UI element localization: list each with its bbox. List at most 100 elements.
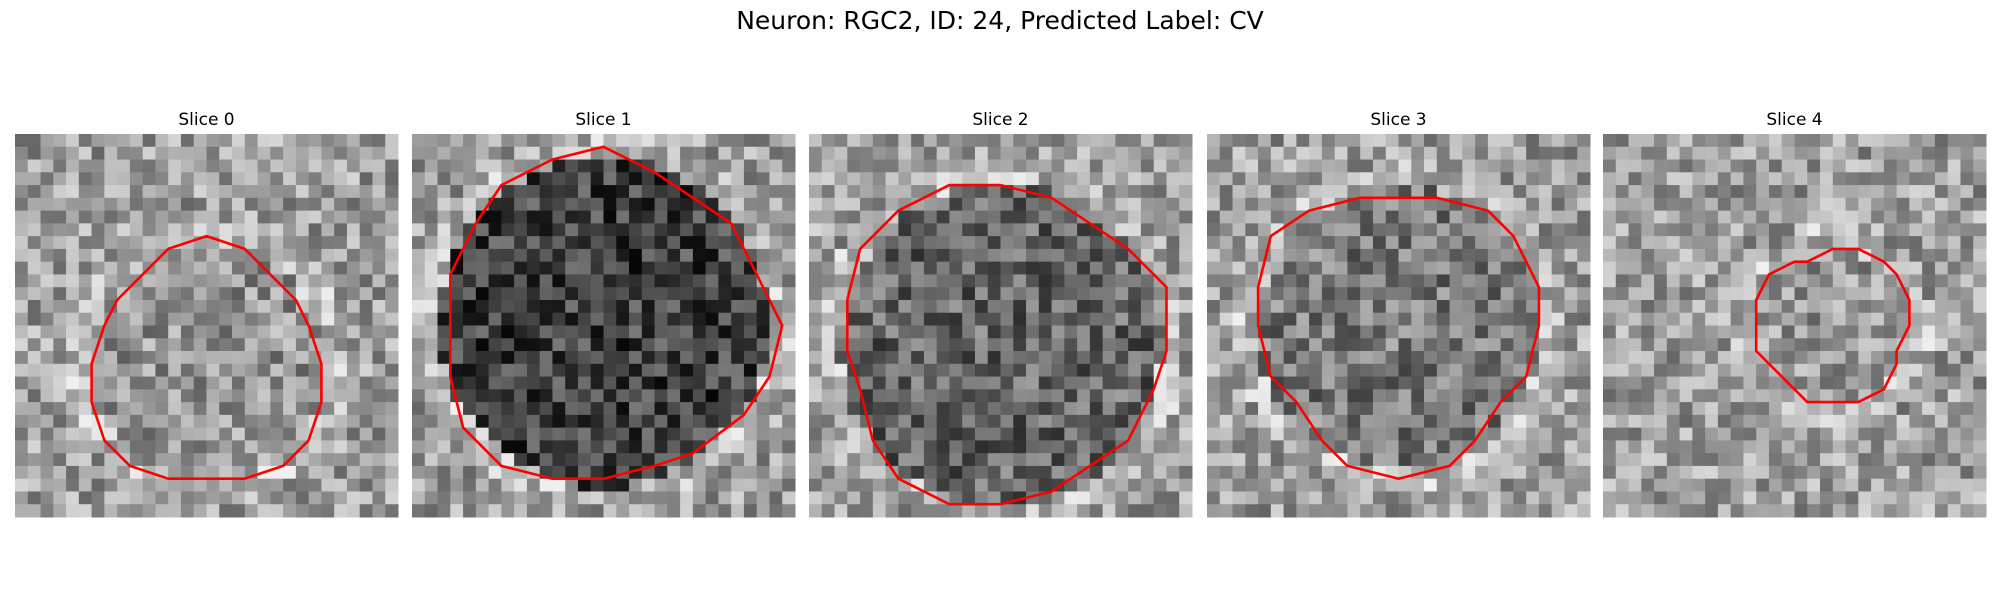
- pixel: [1436, 363, 1451, 378]
- pixel: [295, 197, 310, 212]
- pixel: [1641, 146, 1655, 161]
- pixel: [412, 351, 426, 365]
- pixel: [1038, 236, 1053, 250]
- pixel: [66, 223, 80, 237]
- pixel: [346, 478, 361, 492]
- pixel: [1730, 248, 1744, 263]
- pixel: [1077, 389, 1091, 403]
- pixel: [731, 172, 745, 186]
- pixel: [1000, 338, 1014, 352]
- pixel: [809, 376, 823, 390]
- pixel: [1372, 389, 1387, 403]
- pixel: [1807, 159, 1821, 173]
- pixel: [359, 248, 373, 263]
- pixel: [629, 427, 643, 441]
- pixel: [129, 159, 144, 173]
- pixel: [334, 402, 348, 416]
- pixel: [1321, 491, 1336, 505]
- pixel: [1051, 287, 1065, 301]
- pixel: [1717, 274, 1732, 288]
- pixel: [424, 338, 439, 352]
- pixel: [1064, 414, 1078, 429]
- pixel: [885, 236, 899, 250]
- pixel: [514, 134, 528, 148]
- pixel: [1947, 478, 1961, 492]
- pixel: [987, 363, 1001, 378]
- pixel: [1296, 248, 1310, 263]
- pixel: [1166, 146, 1180, 161]
- pixel: [641, 453, 656, 467]
- pixel: [987, 453, 1001, 467]
- pixel: [180, 478, 195, 492]
- pixel: [962, 299, 976, 314]
- pixel: [1207, 248, 1221, 263]
- pixel: [1038, 197, 1053, 212]
- pixel: [1064, 146, 1078, 161]
- pixel: [1385, 363, 1399, 378]
- pixel: [475, 376, 490, 390]
- pixel: [412, 223, 426, 237]
- pixel: [1922, 453, 1936, 467]
- pixel: [898, 325, 912, 339]
- pixel: [911, 159, 925, 173]
- pixel: [936, 325, 950, 339]
- pixel: [1296, 172, 1310, 186]
- pixel: [1026, 338, 1040, 352]
- pixel: [104, 274, 118, 288]
- pixel: [501, 478, 515, 492]
- pixel: [142, 134, 156, 148]
- pixel: [1564, 440, 1578, 454]
- pixel: [1692, 491, 1706, 505]
- pixel: [244, 363, 259, 378]
- pixel: [193, 134, 207, 148]
- pixel: [1296, 185, 1310, 199]
- pixel: [206, 478, 220, 492]
- pixel: [692, 274, 707, 288]
- pixel: [847, 402, 861, 416]
- pixel: [1270, 325, 1285, 339]
- pixel: [1064, 389, 1078, 403]
- pixel: [1577, 159, 1591, 173]
- pixel: [1296, 274, 1310, 288]
- pixel: [821, 363, 836, 378]
- pixel: [1628, 440, 1642, 454]
- pixel: [15, 261, 29, 275]
- pixel: [40, 376, 54, 390]
- pixel: [1768, 299, 1783, 314]
- pixel: [219, 440, 233, 454]
- pixel: [1641, 287, 1655, 301]
- pixel: [821, 274, 836, 288]
- pixel: [1768, 504, 1783, 518]
- pixel: [321, 325, 335, 339]
- pixel: [359, 376, 373, 390]
- pixel: [1153, 172, 1167, 186]
- pixel: [1245, 197, 1259, 212]
- pixel: [270, 210, 284, 224]
- pixel: [66, 248, 80, 263]
- pixel: [769, 491, 783, 505]
- pixel: [1743, 478, 1757, 492]
- pixel: [514, 491, 528, 505]
- pixel: [129, 287, 144, 301]
- pixel: [1960, 223, 1974, 237]
- pixel: [1166, 248, 1180, 263]
- pixel: [53, 389, 67, 403]
- pixel: [142, 440, 156, 454]
- pixel: [283, 478, 297, 492]
- pixel: [1768, 491, 1783, 505]
- pixel: [53, 146, 67, 161]
- pixel: [1666, 478, 1681, 492]
- pixel: [66, 351, 80, 365]
- pixel: [1743, 210, 1757, 224]
- pixel: [1807, 299, 1821, 314]
- pixel: [1436, 338, 1451, 352]
- pixel: [78, 210, 93, 224]
- pixel: [1526, 402, 1540, 416]
- pixel: [705, 146, 719, 161]
- pixel: [1641, 223, 1655, 237]
- pixel: [1347, 185, 1361, 199]
- pixel: [705, 338, 719, 352]
- pixel: [1385, 210, 1399, 224]
- pixel: [1000, 427, 1014, 441]
- pixel: [1896, 427, 1910, 441]
